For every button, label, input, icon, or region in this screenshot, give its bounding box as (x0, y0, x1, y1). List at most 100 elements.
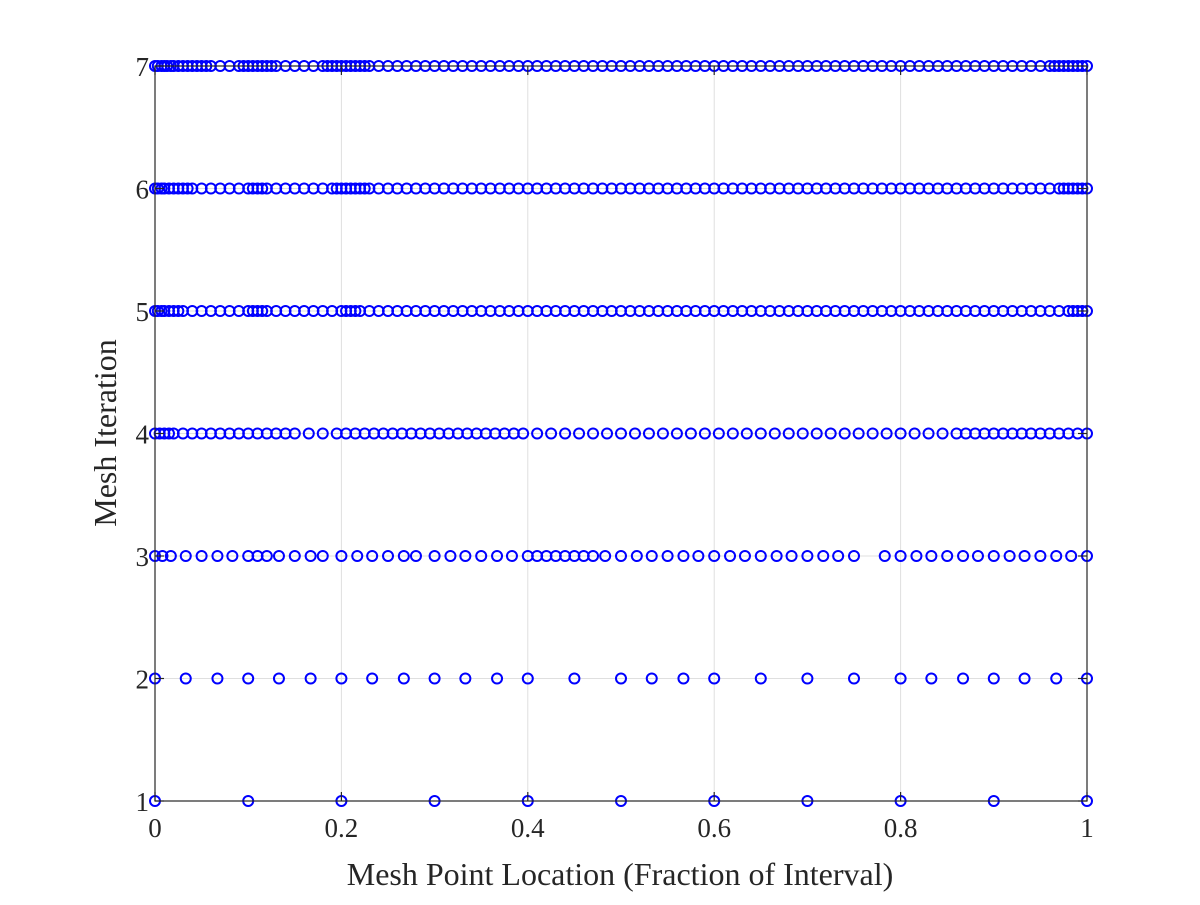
data-point (628, 427, 641, 440)
data-point (1018, 550, 1031, 562)
data-point (335, 550, 348, 562)
x-tick-label: 0.8 (884, 813, 918, 843)
data-point (179, 672, 192, 685)
data-point (894, 550, 907, 562)
data-point (349, 305, 362, 317)
x-tick-label: 0.4 (511, 813, 545, 843)
data-point (925, 550, 938, 562)
data-point (615, 427, 627, 440)
data-point (908, 427, 921, 440)
data-point (852, 427, 865, 440)
x-axis-title: Mesh Point Location (Fraction of Interva… (347, 856, 894, 892)
data-point (1034, 550, 1047, 562)
data-point (796, 427, 809, 440)
data-point (615, 672, 627, 685)
data-point (366, 672, 379, 685)
data-point (848, 672, 860, 685)
data-point (971, 550, 984, 562)
data-point (428, 672, 441, 685)
data-point (397, 550, 410, 562)
data-point (288, 427, 301, 440)
data-point (226, 550, 239, 562)
data-point (810, 427, 823, 440)
y-tick-label: 6 (136, 175, 150, 205)
data-point (211, 550, 224, 562)
data-point (179, 550, 192, 562)
data-point (925, 672, 938, 685)
data-point (824, 427, 837, 440)
data-point (838, 427, 851, 440)
x-tick-label: 0.6 (697, 813, 731, 843)
data-point (724, 550, 737, 562)
data-point (922, 427, 935, 440)
data-point (738, 550, 751, 562)
data-point (587, 427, 600, 440)
data-point (754, 672, 767, 685)
data-point (211, 672, 224, 685)
data-point (601, 427, 614, 440)
data-point (957, 550, 970, 562)
data-point (559, 427, 572, 440)
data-point (304, 550, 317, 562)
data-point (894, 672, 907, 685)
data-point (698, 427, 711, 440)
data-point (573, 427, 586, 440)
data-point (397, 672, 410, 685)
data-point (987, 672, 1000, 685)
data-point (531, 427, 544, 440)
data-point (335, 672, 348, 685)
data-point (172, 305, 185, 317)
data-point (260, 550, 273, 562)
data-point (684, 427, 697, 440)
data-point (242, 672, 255, 685)
data-point (712, 427, 725, 440)
data-point (181, 182, 194, 195)
data-point (645, 550, 658, 562)
data-point (615, 550, 627, 562)
data-point (491, 550, 504, 562)
data-point (768, 427, 781, 440)
x-tick-label: 0.2 (325, 813, 359, 843)
data-point (587, 550, 600, 562)
x-tick-label: 1 (1080, 813, 1094, 843)
data-point (801, 672, 814, 685)
data-point (491, 672, 504, 685)
data-point (316, 427, 329, 440)
data-point (272, 550, 285, 562)
data-point (195, 550, 208, 562)
data-point (459, 672, 472, 685)
data-point (1018, 672, 1031, 685)
y-axis-title: Mesh Iteration (87, 339, 123, 527)
data-point (459, 550, 472, 562)
data-point (941, 550, 954, 562)
data-point (304, 672, 317, 685)
y-tick-label: 3 (136, 542, 150, 572)
data-point (1050, 672, 1063, 685)
data-point (358, 182, 371, 195)
data-point (642, 427, 655, 440)
x-tick-label: 0 (148, 813, 162, 843)
data-point (910, 550, 923, 562)
data-point (957, 672, 970, 685)
data-point (692, 550, 705, 562)
data-point (880, 427, 893, 440)
data-point (936, 427, 949, 440)
data-point (677, 550, 690, 562)
data-point (568, 672, 581, 685)
data-point (316, 550, 329, 562)
data-point (475, 550, 488, 562)
data-point (770, 550, 783, 562)
data-point (1065, 550, 1078, 562)
data-point (878, 550, 891, 562)
data-point (848, 550, 860, 562)
data-point (754, 550, 767, 562)
data-point (630, 550, 643, 562)
data-point (256, 182, 269, 195)
data-point (726, 427, 739, 440)
tick-labels: 0 0.2 0.4 0.6 0.8 1 1 2 3 4 5 6 7 (136, 52, 1094, 843)
data-point (409, 550, 422, 562)
axes (154, 65, 1088, 802)
data-point (661, 550, 674, 562)
